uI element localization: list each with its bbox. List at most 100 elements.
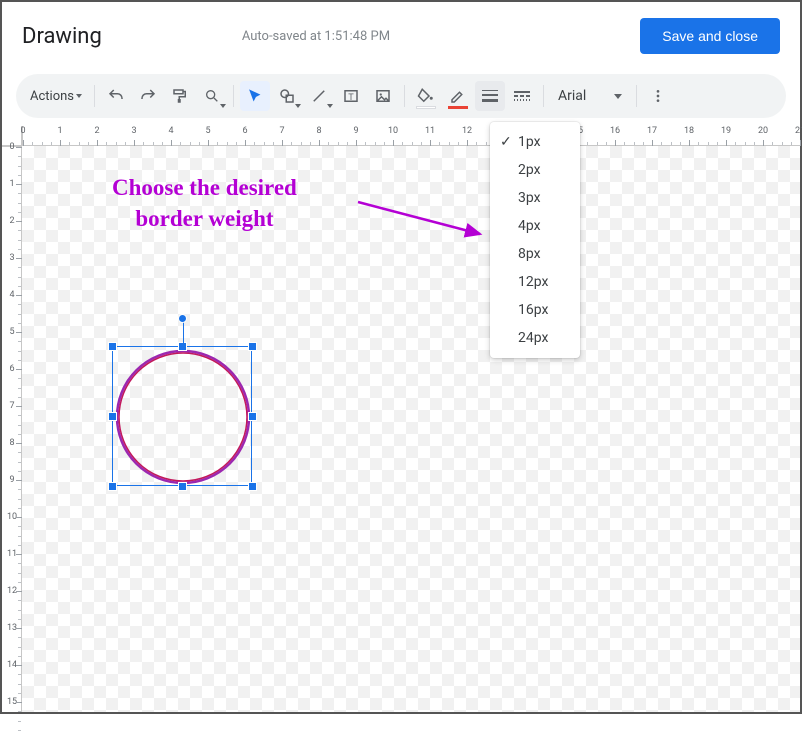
image-button[interactable] xyxy=(368,81,398,111)
dropdown-item-label: 24px xyxy=(518,330,548,346)
dialog-title: Drawing xyxy=(22,24,102,49)
dropdown-item-label: 12px xyxy=(518,274,548,290)
ruler-tick: 12 xyxy=(2,585,22,597)
ruler-tick: 17 xyxy=(642,126,662,146)
dropdown-item[interactable]: 3px xyxy=(490,184,580,212)
vertical-ruler: 0123456789101112131415 xyxy=(2,146,22,712)
redo-button[interactable] xyxy=(133,81,163,111)
actions-menu-button[interactable]: Actions xyxy=(24,85,88,108)
more-vertical-icon xyxy=(650,88,666,104)
text-box-button[interactable]: T xyxy=(336,81,366,111)
ruler-tick: 9 xyxy=(346,126,366,146)
zoom-button[interactable] xyxy=(197,81,227,111)
separator xyxy=(404,85,405,107)
selection-box[interactable] xyxy=(112,346,252,486)
image-icon xyxy=(374,87,392,105)
ruler-tick: 7 xyxy=(2,400,22,412)
ruler-tick: 12 xyxy=(457,126,477,146)
save-and-close-button[interactable]: Save and close xyxy=(640,18,780,54)
svg-text:T: T xyxy=(348,92,354,102)
border-dash-button[interactable] xyxy=(507,81,537,111)
autosave-status: Auto-saved at 1:51:48 PM xyxy=(102,29,640,44)
ruler-tick: 21 xyxy=(790,126,802,146)
undo-button[interactable] xyxy=(101,81,131,111)
line-tool-button[interactable] xyxy=(304,81,334,111)
ruler-tick: 18 xyxy=(679,126,699,146)
dropdown-item[interactable]: 2px xyxy=(490,156,580,184)
annotation-line1: Choose the desired xyxy=(112,175,297,200)
separator xyxy=(233,85,234,107)
ruler-tick: 5 xyxy=(2,326,22,338)
chevron-down-icon xyxy=(220,104,226,108)
font-picker[interactable]: Arial xyxy=(550,88,630,104)
resize-handle[interactable] xyxy=(248,342,257,351)
annotation-text: Choose the desired border weight xyxy=(112,172,297,234)
resize-handle[interactable] xyxy=(108,482,117,491)
ruler-tick: 5 xyxy=(198,126,218,146)
paint-roller-icon xyxy=(171,87,189,105)
ruler-tick: 9 xyxy=(2,474,22,486)
ellipse-shape[interactable] xyxy=(113,347,253,487)
resize-handle[interactable] xyxy=(108,412,117,421)
ruler-tick: 19 xyxy=(716,126,736,146)
ruler-tick: 2 xyxy=(2,215,22,227)
ruler-tick: 16 xyxy=(605,126,625,146)
ruler-tick: 11 xyxy=(420,126,440,146)
ruler-tick: 13 xyxy=(2,622,22,634)
dialog-header: Drawing Auto-saved at 1:51:48 PM Save an… xyxy=(2,2,800,74)
dropdown-item-label: 1px xyxy=(518,134,541,150)
dropdown-item-label: 4px xyxy=(518,218,541,234)
chevron-down-icon xyxy=(614,94,622,99)
select-tool-button[interactable] xyxy=(240,81,270,111)
dropdown-item[interactable]: 16px xyxy=(490,296,580,324)
horizontal-ruler: 0123456789101112131415161718192021 xyxy=(22,126,800,146)
ruler-tick: 10 xyxy=(383,126,403,146)
resize-handle[interactable] xyxy=(108,342,117,351)
dropdown-item[interactable]: 24px xyxy=(490,324,580,352)
font-name: Arial xyxy=(558,88,586,104)
fill-color-button[interactable] xyxy=(411,81,441,111)
dropdown-item-label: 2px xyxy=(518,162,541,178)
cursor-icon xyxy=(247,88,263,104)
resize-handle[interactable] xyxy=(178,482,187,491)
resize-handle[interactable] xyxy=(248,412,257,421)
ruler-tick: 20 xyxy=(753,126,773,146)
zoom-icon xyxy=(204,88,220,104)
dropdown-item-label: 16px xyxy=(518,302,548,318)
annotation-line2: border weight xyxy=(135,206,273,231)
dropdown-item[interactable]: ✓1px xyxy=(490,128,580,156)
shape-tool-button[interactable] xyxy=(272,81,302,111)
border-swatch xyxy=(448,106,468,109)
chevron-down-icon xyxy=(327,104,333,108)
separator xyxy=(94,85,95,107)
paint-bucket-icon xyxy=(417,87,435,105)
ruler-tick: 15 xyxy=(2,696,22,708)
undo-icon xyxy=(107,87,125,105)
separator xyxy=(543,85,544,107)
dropdown-item[interactable]: 4px xyxy=(490,212,580,240)
more-options-button[interactable] xyxy=(643,81,673,111)
border-weight-button[interactable] xyxy=(475,81,505,111)
dropdown-item[interactable]: 8px xyxy=(490,240,580,268)
dropdown-item-label: 3px xyxy=(518,190,541,206)
border-weight-dropdown: ✓1px 2px 3px 4px 8px 12px 16px 24px xyxy=(490,122,580,358)
fill-swatch xyxy=(416,106,436,109)
ruler-tick: 10 xyxy=(2,511,22,523)
rotate-handle[interactable] xyxy=(178,314,187,323)
ruler-tick: 4 xyxy=(161,126,181,146)
dropdown-item-label: 8px xyxy=(518,246,541,262)
pencil-icon xyxy=(449,87,467,105)
actions-label: Actions xyxy=(30,89,74,104)
border-color-button[interactable] xyxy=(443,81,473,111)
ruler-tick: 4 xyxy=(2,289,22,301)
paint-format-button[interactable] xyxy=(165,81,195,111)
resize-handle[interactable] xyxy=(248,482,257,491)
ruler-tick: 3 xyxy=(124,126,144,146)
ruler-tick: 3 xyxy=(2,252,22,264)
ruler-tick: 0 xyxy=(2,141,22,153)
ruler-tick: 1 xyxy=(2,178,22,190)
ruler-tick: 8 xyxy=(2,437,22,449)
dropdown-item[interactable]: 12px xyxy=(490,268,580,296)
redo-icon xyxy=(139,87,157,105)
ruler-tick: 11 xyxy=(2,548,22,560)
